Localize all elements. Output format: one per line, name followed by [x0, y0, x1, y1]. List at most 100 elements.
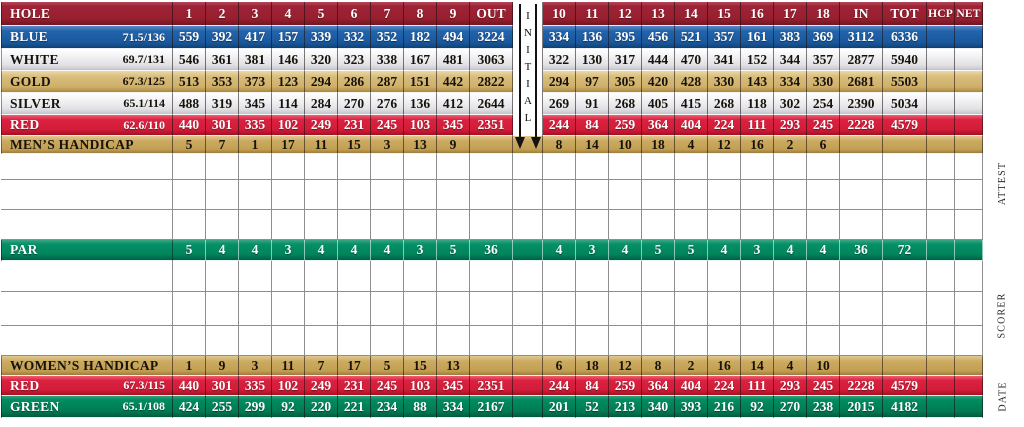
entry-cell[interactable] [470, 210, 513, 240]
entry-cell[interactable] [642, 261, 675, 292]
entry-cell[interactable] [927, 154, 955, 180]
entry-cell[interactable] [840, 180, 883, 210]
entry-cell[interactable] [927, 136, 955, 154]
entry-cell[interactable] [708, 154, 741, 180]
player-name-cell[interactable] [1, 292, 173, 326]
entry-cell[interactable] [470, 154, 513, 180]
entry-cell[interactable] [807, 326, 840, 356]
entry-cell[interactable] [470, 180, 513, 210]
entry-cell[interactable] [305, 292, 338, 326]
entry-cell[interactable] [955, 49, 983, 71]
entry-cell[interactable] [927, 49, 955, 71]
entry-cell[interactable] [371, 326, 404, 356]
player-name-cell[interactable] [1, 154, 173, 180]
entry-cell[interactable] [741, 326, 774, 356]
entry-cell[interactable] [927, 356, 955, 376]
entry-cell[interactable] [338, 326, 371, 356]
entry-cell[interactable] [955, 240, 983, 261]
entry-cell[interactable] [955, 396, 983, 418]
entry-cell[interactable] [609, 210, 642, 240]
entry-cell[interactable] [543, 154, 576, 180]
entry-cell[interactable] [927, 210, 955, 240]
entry-cell[interactable] [883, 180, 927, 210]
entry-cell[interactable] [404, 210, 437, 240]
entry-cell[interactable] [708, 292, 741, 326]
entry-cell[interactable] [470, 356, 513, 376]
entry-cell[interactable] [576, 154, 609, 180]
entry-cell[interactable] [371, 210, 404, 240]
entry-cell[interactable] [543, 326, 576, 356]
entry-cell[interactable] [609, 180, 642, 210]
entry-cell[interactable] [955, 292, 983, 326]
entry-cell[interactable] [239, 326, 272, 356]
entry-cell[interactable] [708, 180, 741, 210]
entry-cell[interactable] [927, 115, 955, 136]
entry-cell[interactable] [173, 180, 206, 210]
entry-cell[interactable] [807, 292, 840, 326]
entry-cell[interactable] [955, 210, 983, 240]
entry-cell[interactable] [338, 292, 371, 326]
entry-cell[interactable] [470, 326, 513, 356]
entry-cell[interactable] [239, 261, 272, 292]
entry-cell[interactable] [239, 292, 272, 326]
entry-cell[interactable] [642, 292, 675, 326]
entry-cell[interactable] [807, 261, 840, 292]
entry-cell[interactable] [840, 136, 883, 154]
entry-cell[interactable] [239, 154, 272, 180]
entry-cell[interactable] [404, 261, 437, 292]
entry-cell[interactable] [927, 26, 955, 49]
entry-cell[interactable] [437, 154, 470, 180]
entry-cell[interactable] [955, 115, 983, 136]
entry-cell[interactable] [437, 210, 470, 240]
entry-cell[interactable] [840, 210, 883, 240]
player-name-cell[interactable] [1, 326, 173, 356]
entry-cell[interactable] [576, 261, 609, 292]
entry-cell[interactable] [642, 326, 675, 356]
entry-cell[interactable] [927, 376, 955, 396]
entry-cell[interactable] [470, 292, 513, 326]
entry-cell[interactable] [741, 292, 774, 326]
entry-cell[interactable] [927, 71, 955, 93]
entry-cell[interactable] [955, 71, 983, 93]
entry-cell[interactable] [576, 292, 609, 326]
entry-cell[interactable] [576, 210, 609, 240]
entry-cell[interactable] [927, 180, 955, 210]
entry-cell[interactable] [173, 326, 206, 356]
entry-cell[interactable] [609, 326, 642, 356]
entry-cell[interactable] [642, 210, 675, 240]
entry-cell[interactable] [642, 154, 675, 180]
entry-cell[interactable] [774, 154, 807, 180]
entry-cell[interactable] [927, 240, 955, 261]
entry-cell[interactable] [576, 180, 609, 210]
entry-cell[interactable] [305, 154, 338, 180]
entry-cell[interactable] [955, 376, 983, 396]
entry-cell[interactable] [609, 154, 642, 180]
entry-cell[interactable] [708, 210, 741, 240]
entry-cell[interactable] [955, 180, 983, 210]
entry-cell[interactable] [883, 292, 927, 326]
entry-cell[interactable] [675, 292, 708, 326]
entry-cell[interactable] [927, 396, 955, 418]
entry-cell[interactable] [576, 326, 609, 356]
entry-cell[interactable] [206, 210, 239, 240]
entry-cell[interactable] [305, 210, 338, 240]
entry-cell[interactable] [708, 261, 741, 292]
entry-cell[interactable] [708, 326, 741, 356]
entry-cell[interactable] [305, 326, 338, 356]
entry-cell[interactable] [338, 154, 371, 180]
entry-cell[interactable] [371, 292, 404, 326]
entry-cell[interactable] [437, 292, 470, 326]
entry-cell[interactable] [206, 261, 239, 292]
entry-cell[interactable] [955, 154, 983, 180]
entry-cell[interactable] [272, 326, 305, 356]
entry-cell[interactable] [774, 210, 807, 240]
entry-cell[interactable] [305, 261, 338, 292]
entry-cell[interactable] [675, 180, 708, 210]
entry-cell[interactable] [338, 261, 371, 292]
entry-cell[interactable] [840, 356, 883, 376]
entry-cell[interactable] [206, 292, 239, 326]
entry-cell[interactable] [173, 261, 206, 292]
entry-cell[interactable] [927, 93, 955, 115]
entry-cell[interactable] [774, 180, 807, 210]
entry-cell[interactable] [173, 210, 206, 240]
